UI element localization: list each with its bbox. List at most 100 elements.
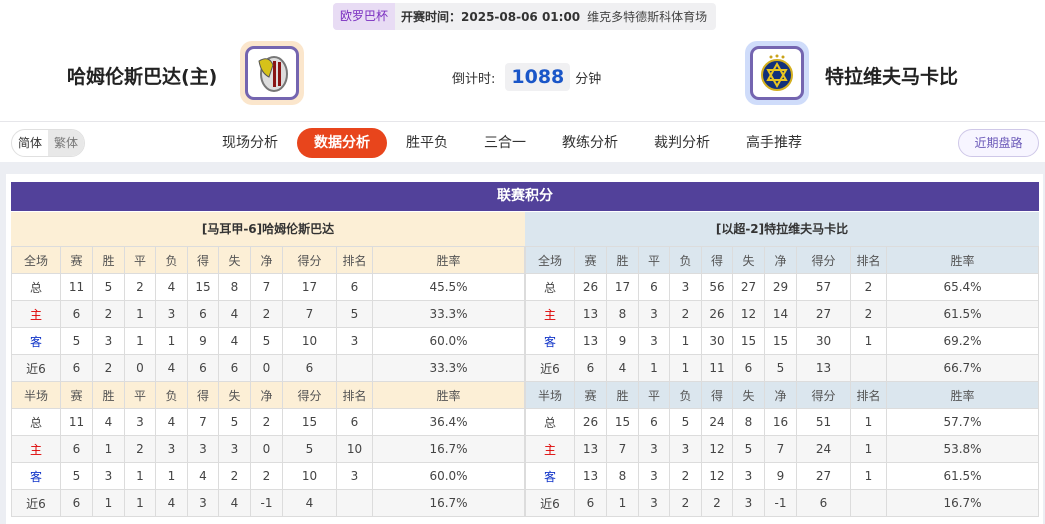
- row-label: 总: [525, 408, 575, 436]
- column-header: 失: [218, 381, 251, 409]
- stat-cell: 6: [60, 354, 93, 382]
- stat-cell: 3: [638, 462, 670, 490]
- stat-cell: 6: [574, 354, 607, 382]
- stat-cell: 15: [764, 327, 797, 355]
- stat-cell: 5: [92, 273, 125, 301]
- column-header: 胜: [92, 381, 125, 409]
- language-toggle[interactable]: 简体 繁体: [11, 129, 86, 157]
- stat-cell: 4: [218, 489, 251, 517]
- home-standings: [马耳甲-6]哈姆伦斯巴达 全场赛胜平负得失净得分 排名 胜率总 11 5 2 4 15 8 7 1…: [11, 212, 525, 517]
- stat-cell: 2: [850, 300, 887, 328]
- home-team-name[interactable]: 哈姆伦斯巴达(主): [67, 66, 218, 88]
- stat-cell: 3: [336, 327, 373, 355]
- stat-cell: [336, 354, 373, 382]
- away-team-logo[interactable]: [745, 41, 809, 105]
- stat-cell: 5: [60, 327, 93, 355]
- stat-cell: 1: [124, 327, 156, 355]
- table-row: 近6 6 1 1 4 3 4 -1 4 16.7%: [11, 489, 525, 517]
- tab-1[interactable]: 数据分析: [297, 128, 387, 158]
- recent-odds-button[interactable]: 近期盘路: [958, 129, 1039, 157]
- stat-cell: 51: [796, 408, 851, 436]
- stat-cell: 36.4%: [372, 408, 525, 436]
- stat-cell: 4: [155, 273, 188, 301]
- stat-cell: 5: [669, 408, 702, 436]
- divider: [0, 121, 1045, 122]
- column-header: 得: [701, 381, 733, 409]
- row-label: 近6: [11, 354, 61, 382]
- stat-cell: 13: [574, 300, 607, 328]
- countdown-unit: 分钟: [575, 71, 602, 87]
- stat-cell: -1: [250, 489, 283, 517]
- table-row: 近6 6 2 0 4 6 6 0 6 33.3%: [11, 354, 525, 382]
- home-league-label: [马耳甲-6]哈姆伦斯巴达: [11, 212, 525, 246]
- column-header: 负: [669, 381, 702, 409]
- tab-6[interactable]: 高手推荐: [746, 135, 802, 151]
- tab-4[interactable]: 教练分析: [562, 135, 618, 151]
- table-row: 主 6 2 1 3 6 4 2 7 5 33.3%: [11, 300, 525, 328]
- home-team-logo[interactable]: [240, 41, 304, 105]
- stat-cell: 4: [187, 462, 219, 490]
- stat-cell: 1: [850, 327, 887, 355]
- column-header: 平: [638, 246, 670, 274]
- column-header: 失: [732, 246, 765, 274]
- stat-cell: 14: [764, 300, 797, 328]
- stat-cell: 6: [336, 273, 373, 301]
- stat-cell: 27: [796, 462, 851, 490]
- table-row: 近6 6 4 1 1 11 6 5 13 66.7%: [525, 354, 1039, 382]
- match-info-bar: 欧罗巴杯 开赛时间：2025-08-06 01:00 维克多特德斯科体育场: [333, 3, 716, 30]
- column-header: 排名: [336, 246, 373, 274]
- table-row: 总 11 5 2 4 15 8 7 17 6 45.5%: [11, 273, 525, 301]
- row-label: 总: [11, 273, 61, 301]
- stat-cell: 3: [669, 273, 702, 301]
- column-header: 得分: [796, 246, 851, 274]
- stat-cell: 66.7%: [886, 354, 1039, 382]
- spartans-crest-icon: [258, 56, 288, 92]
- stat-cell: 16: [764, 408, 797, 436]
- column-header: 胜率: [372, 381, 525, 409]
- stat-cell: 15: [282, 408, 337, 436]
- stat-cell: 4: [218, 327, 251, 355]
- stat-cell: 26: [701, 300, 733, 328]
- stat-cell: 27: [732, 273, 765, 301]
- tab-5[interactable]: 裁判分析: [654, 135, 710, 151]
- tab-0[interactable]: 现场分析: [222, 135, 278, 151]
- stat-cell: [850, 354, 887, 382]
- competition-badge[interactable]: 欧罗巴杯: [333, 3, 396, 30]
- stat-cell: 27: [796, 300, 851, 328]
- stat-cell: 3: [187, 435, 219, 463]
- lang-simplified[interactable]: 简体: [18, 136, 43, 150]
- stat-cell: 1: [124, 489, 156, 517]
- stat-cell: 12: [701, 462, 733, 490]
- column-header: 排名: [850, 246, 887, 274]
- stat-cell: 2: [250, 462, 283, 490]
- stat-cell: 3: [638, 489, 670, 517]
- stat-cell: 3: [155, 300, 188, 328]
- stat-cell: 45.5%: [372, 273, 525, 301]
- stat-cell: 1: [124, 300, 156, 328]
- stat-cell: 6: [60, 300, 93, 328]
- tab-2[interactable]: 胜平负: [406, 135, 448, 151]
- row-label: 客: [11, 462, 61, 490]
- stat-cell: 24: [701, 408, 733, 436]
- stat-cell: 56: [701, 273, 733, 301]
- column-header: 赛: [60, 381, 93, 409]
- stat-cell: 6: [638, 408, 670, 436]
- stat-cell: 33.3%: [372, 300, 525, 328]
- stat-cell: 13: [574, 462, 607, 490]
- away-league-label: [以超-2]特拉维夫马卡比: [525, 212, 1039, 246]
- tab-3[interactable]: 三合一: [484, 135, 526, 151]
- stat-cell: 53.8%: [886, 435, 1039, 463]
- stat-cell: 0: [250, 354, 283, 382]
- home-standings-table: 全场赛胜平负得失净得分 排名 胜率总 11 5 2 4 15 8 7 17 6 45.5% 主 6 2 1 3 6 4…: [11, 246, 525, 517]
- stat-cell: 3: [124, 408, 156, 436]
- row-label: 近6: [11, 489, 61, 517]
- stat-cell: 1: [669, 354, 702, 382]
- stat-cell: 6: [60, 435, 93, 463]
- column-header: 净: [764, 381, 797, 409]
- away-team-name[interactable]: 特拉维夫马卡比: [825, 66, 959, 88]
- stat-cell: 3: [155, 435, 188, 463]
- stat-cell: 2: [124, 435, 156, 463]
- lang-traditional[interactable]: 繁体: [48, 130, 85, 156]
- stat-cell: 1: [850, 408, 887, 436]
- stat-cell: 10: [282, 462, 337, 490]
